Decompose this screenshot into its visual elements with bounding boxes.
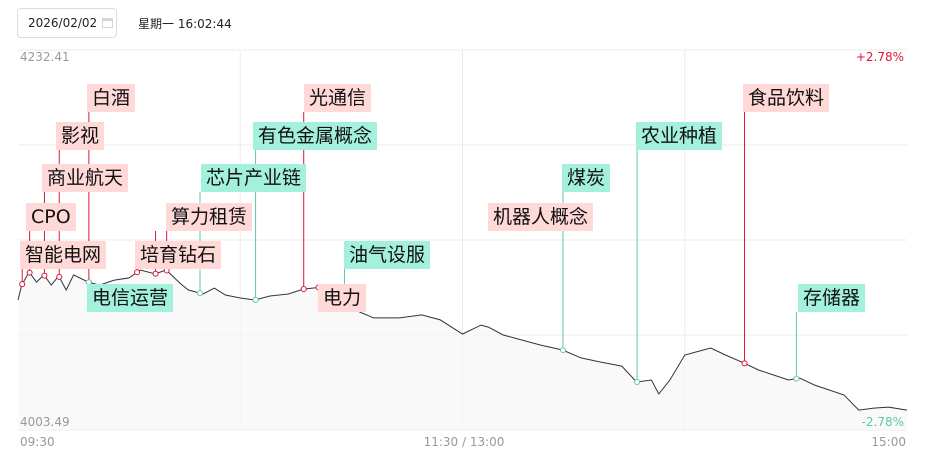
annotation-marker — [56, 273, 63, 280]
sector-label[interactable]: 有色金属概念 — [253, 122, 378, 150]
y-top-label: 4232.41 — [20, 50, 70, 64]
annotation-marker — [560, 347, 567, 354]
annotation-marker — [197, 290, 204, 297]
sector-label[interactable]: 机器人概念 — [488, 203, 594, 231]
sector-label[interactable]: 影视 — [56, 122, 105, 150]
annotation-marker — [19, 281, 26, 288]
sector-label[interactable]: 农业种植 — [636, 122, 723, 150]
sector-label[interactable]: 智能电网 — [20, 241, 107, 269]
x-tick-label: 11:30 / 13:00 — [424, 435, 505, 449]
date-value: 2026/02/02 — [28, 16, 98, 30]
sector-label[interactable]: CPO — [26, 203, 76, 231]
sector-label[interactable]: 白酒 — [87, 84, 136, 112]
sector-label[interactable]: 油气设服 — [344, 241, 431, 269]
pct-bottom-label: -2.78% — [862, 415, 904, 429]
sector-label[interactable]: 食品饮料 — [743, 84, 830, 112]
x-tick-label: 15:00 — [871, 435, 906, 449]
price-line — [17, 269, 908, 411]
y-bottom-label: 4003.49 — [20, 415, 70, 429]
annotation-marker — [741, 360, 748, 367]
calendar-icon[interactable] — [102, 18, 114, 28]
pct-top-label: +2.78% — [856, 50, 904, 64]
sector-label[interactable]: 电力 — [318, 284, 367, 312]
annotation-marker — [300, 285, 307, 292]
weekday-time: 星期一 16:02:44 — [138, 17, 232, 31]
annotation-marker — [634, 378, 641, 385]
sector-label[interactable]: 培育钻石 — [135, 241, 222, 269]
sector-label[interactable]: 存储器 — [798, 284, 866, 312]
sector-label[interactable]: 煤炭 — [562, 164, 611, 192]
annotation-marker — [793, 375, 800, 382]
sector-label[interactable]: 电信运营 — [87, 284, 174, 312]
sector-label[interactable]: 算力租赁 — [166, 203, 253, 231]
sector-label[interactable]: 芯片产业链 — [201, 164, 307, 192]
date-picker[interactable]: 2026/02/02 — [17, 8, 117, 38]
annotation-marker — [252, 296, 259, 303]
annotation-marker — [134, 269, 141, 276]
x-tick-label: 09:30 — [20, 435, 55, 449]
annotation-marker — [41, 272, 48, 279]
price-area — [18, 270, 907, 430]
sector-label[interactable]: 光通信 — [304, 84, 372, 112]
annotation-marker — [152, 270, 159, 277]
sector-label[interactable]: 商业航天 — [42, 164, 129, 192]
annotation-marker — [26, 269, 33, 276]
